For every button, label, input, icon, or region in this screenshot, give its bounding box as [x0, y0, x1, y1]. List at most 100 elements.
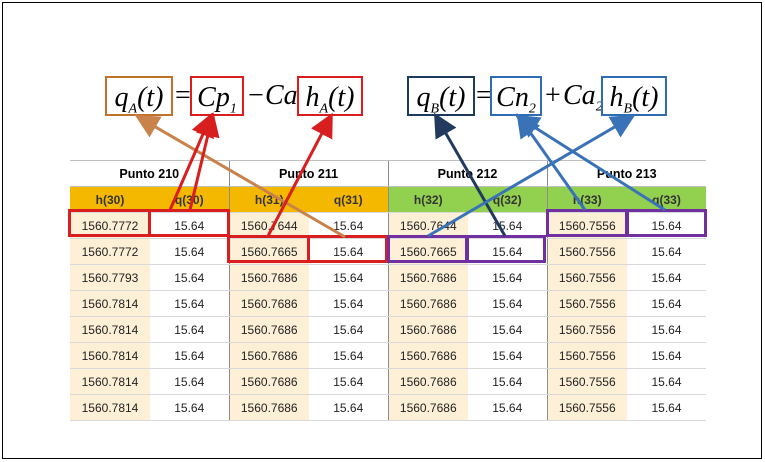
table-cell: 1560.7814: [70, 316, 150, 343]
table-cell: 1560.7686: [387, 368, 469, 395]
table-cell: 15.64: [309, 238, 389, 265]
eq-b-q-argument: (t): [439, 82, 466, 113]
table-cell: 15.64: [627, 368, 707, 395]
table-cell: 15.64: [309, 264, 389, 291]
eq-b-h-argument: (t): [632, 82, 659, 113]
table-cell: 15.64: [309, 212, 389, 239]
table-cell: 1560.7556: [546, 212, 628, 239]
table-row: 1560.7772 15.64 1560.7665 15.64 1560.7665 15.…: [70, 238, 707, 265]
eq-a-cp-subscript: 1: [229, 101, 237, 117]
table-cell: 15.64: [627, 342, 707, 369]
eq-b-h-box: hB(t): [601, 76, 667, 117]
eq-b-h-subscript: B: [623, 101, 633, 117]
column-header: q(30): [150, 186, 229, 213]
table-row: 1560.7772 15.64 1560.7644 15.64 1560.7644 15.…: [70, 212, 707, 239]
table-cell: 15.64: [150, 212, 229, 239]
column-header: h(32): [387, 186, 469, 213]
table-cell: 15.64: [309, 368, 389, 395]
eq-b-q-box: qB(t): [407, 76, 475, 117]
table-cell: 1560.7686: [387, 264, 469, 291]
eq-a-equals: =: [175, 80, 191, 111]
table-cell: 1560.7665: [228, 238, 309, 265]
eq-b-ca-term: Ca2: [563, 76, 603, 128]
eq-b-cn-box: Cn2: [490, 76, 542, 117]
column-header: h(30): [70, 186, 150, 213]
table-cell: 1560.7686: [228, 394, 309, 421]
table-cell: 1560.7686: [228, 264, 309, 291]
table-cell: 15.64: [468, 238, 548, 265]
eq-b-ca-symbol: Ca: [563, 80, 596, 111]
table-cell: 15.64: [309, 290, 389, 317]
group-header: Punto 211: [228, 160, 389, 187]
table-row: 1560.7814 15.64 1560.7686 15.64 1560.7686 15.…: [70, 316, 707, 343]
table-cell: 1560.7556: [546, 342, 628, 369]
table-cell: 1560.7686: [387, 316, 469, 343]
table-cell: 15.64: [468, 342, 548, 369]
table-cell: 1560.7814: [70, 342, 150, 369]
eq-b-cn-symbol: Cn: [496, 82, 529, 113]
table-cell: 15.64: [150, 264, 229, 291]
table-cell: 15.64: [468, 316, 548, 343]
column-header: q(32): [468, 186, 548, 213]
table-cell: 1560.7556: [546, 316, 628, 343]
table-cell: 1560.7686: [228, 316, 309, 343]
eq-b-q-subscript: B: [430, 101, 440, 117]
column-header: h(33): [546, 186, 628, 213]
eq-a-ca-symbol: Ca: [265, 80, 298, 111]
table-cell: 1560.7772: [70, 212, 150, 239]
eq-a-q-argument: (t): [137, 82, 164, 113]
table-cell: 15.64: [150, 238, 229, 265]
table-cell: 1560.7556: [546, 394, 628, 421]
table-cell: 1560.7644: [387, 212, 469, 239]
column-header: q(31): [309, 186, 389, 213]
table-cell: 15.64: [627, 264, 707, 291]
table-cell: 15.64: [627, 212, 707, 239]
table-cell: 1560.7686: [228, 342, 309, 369]
eq-b-plus: +: [545, 80, 561, 111]
eq-a-q-subscript: A: [128, 101, 138, 117]
table-cell: 15.64: [468, 212, 548, 239]
table-cell: 15.64: [627, 394, 707, 421]
table-cell: 15.64: [468, 368, 548, 395]
table-row: 1560.7814 15.64 1560.7686 15.64 1560.7686 15.…: [70, 290, 707, 317]
table-cell: 1560.7556: [546, 290, 628, 317]
table-cell: 15.64: [468, 290, 548, 317]
table-cell: 15.64: [150, 290, 229, 317]
table-cell: 15.64: [309, 342, 389, 369]
eq-b-ca-subscript: 2: [595, 99, 603, 115]
table-cell: 1560.7793: [70, 264, 150, 291]
table-cell: 1560.7772: [70, 238, 150, 265]
eq-a-h-subscript: A: [319, 101, 329, 117]
column-header-row: h(30) q(30) h(31) q(31) h(32) q(32) h(33) q(33): [70, 186, 707, 213]
eq-b-equals: =: [476, 80, 492, 111]
table-cell: 15.64: [150, 342, 229, 369]
table-cell: 1560.7686: [387, 290, 469, 317]
group-header: Punto 210: [70, 160, 229, 187]
equation-b: qB(t) = Cn2 + Ca2 hB(t): [0, 76, 765, 117]
eq-b-h-symbol: h: [609, 82, 624, 113]
eq-a-h-symbol: h: [305, 82, 320, 113]
eq-a-minus: −: [248, 80, 264, 111]
column-header: q(33): [627, 186, 707, 213]
table-cell: 15.64: [309, 394, 389, 421]
eq-a-h-box: hA(t): [297, 76, 363, 117]
table-cell: 15.64: [627, 316, 707, 343]
group-header: Punto 213: [546, 160, 707, 187]
table-cell: 1560.7686: [228, 290, 309, 317]
eq-a-q-symbol: q: [114, 82, 129, 113]
eq-a-h-argument: (t): [328, 82, 355, 113]
table-cell: 15.64: [627, 238, 707, 265]
table-cell: 1560.7686: [387, 342, 469, 369]
table-row: 1560.7814 15.64 1560.7686 15.64 1560.7686 15.…: [70, 368, 707, 395]
table-cell: 15.64: [468, 264, 548, 291]
table-cell: 1560.7665: [387, 238, 469, 265]
table-cell: 1560.7814: [70, 394, 150, 421]
table-cell: 15.64: [150, 368, 229, 395]
group-header-row: Punto 210 Punto 211 Punto 212 Punto 213: [70, 160, 707, 187]
eq-a-cp-symbol: Cp: [197, 82, 230, 113]
table-row: 1560.7814 15.64 1560.7686 15.64 1560.7686 15.…: [70, 394, 707, 421]
eq-b-cn-subscript: 2: [528, 101, 536, 117]
table-cell: 15.64: [150, 316, 229, 343]
table-row: 1560.7814 15.64 1560.7686 15.64 1560.7686 15.…: [70, 342, 707, 369]
table-cell: 15.64: [468, 394, 548, 421]
